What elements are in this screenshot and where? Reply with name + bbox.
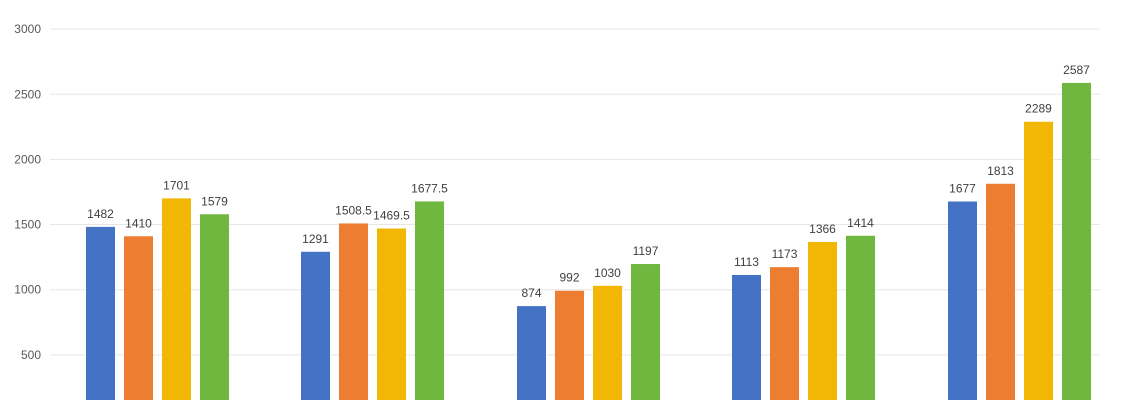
y-tick-label: 1500 [14, 218, 41, 232]
data-label-group2-series2: 1508.5 [335, 203, 372, 217]
y-tick-label: 1000 [14, 283, 41, 297]
data-label-group1-series2: 1410 [125, 216, 152, 230]
y-tick-label: 3000 [14, 22, 41, 36]
data-label-group4-series3: 1366 [809, 222, 836, 236]
bar-group5-series3 [1024, 121, 1053, 400]
data-label-group1-series1: 1482 [87, 207, 114, 221]
data-label-group3-series2: 992 [559, 271, 579, 285]
bar-group1-series1 [86, 226, 115, 400]
data-label-group2-series1: 1291 [302, 232, 329, 246]
bar-group2-series1 [301, 251, 330, 400]
bar-group2-series4 [415, 201, 444, 400]
bar-group1-series3 [162, 198, 191, 400]
bar-group1-series4 [200, 214, 229, 400]
bar-group3-series4 [631, 264, 660, 400]
bar-group3-series2 [555, 290, 584, 400]
bar-group4-series1 [732, 274, 761, 400]
bar-group5-series4 [1062, 82, 1091, 400]
data-label-group4-series4: 1414 [847, 216, 874, 230]
bars [86, 82, 1091, 400]
data-label-group5-series4: 2587 [1063, 63, 1090, 77]
bar-group4-series4 [846, 235, 875, 400]
bar-group4-series3 [808, 242, 837, 400]
bar-group4-series2 [770, 267, 799, 400]
bar-group2-series2 [339, 223, 368, 400]
data-label-group3-series3: 1030 [594, 266, 621, 280]
y-tick-label: 500 [21, 348, 41, 362]
data-labels: 1482 1291 874 1113 1677 1410 1508.5 992 1173 1813… [87, 63, 1090, 300]
bar-group3-series3 [593, 285, 622, 400]
bar-group5-series2 [986, 183, 1015, 400]
data-label-group3-series4: 1197 [633, 244, 659, 258]
bar-group1-series2 [124, 236, 153, 400]
data-label-group3-series1: 874 [521, 286, 541, 300]
data-label-group1-series3: 1701 [163, 178, 190, 192]
bar-group2-series3 [377, 228, 406, 400]
data-label-group5-series3: 2289 [1025, 102, 1052, 116]
data-label-group4-series1: 1113 [734, 255, 759, 269]
data-label-group2-series4: 1677.5 [411, 181, 448, 195]
y-tick-label: 2500 [14, 87, 41, 101]
bar-group5-series1 [948, 201, 977, 400]
data-label-group5-series1: 1677 [949, 181, 976, 195]
data-label-group1-series4: 1579 [201, 194, 228, 208]
data-label-group5-series2: 1813 [987, 164, 1014, 178]
data-label-group4-series2: 1173 [772, 247, 798, 261]
y-tick-label: 2000 [14, 152, 41, 166]
data-label-group2-series3: 1469.5 [373, 209, 410, 223]
y-axis: 500 1000 1500 2000 2500 3000 [14, 22, 41, 362]
bar-group3-series1 [517, 306, 546, 400]
